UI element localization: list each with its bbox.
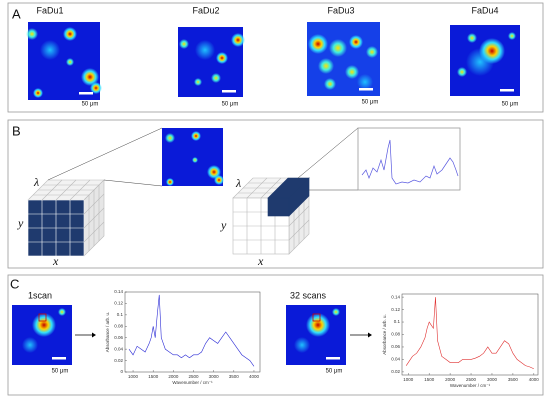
scale-label: 50 μm [222, 102, 239, 108]
connector [47, 127, 163, 187]
y-tick-label: 0.06 [391, 344, 400, 349]
y-tick-label: 0.1 [117, 312, 124, 317]
arrow [75, 332, 372, 338]
axis-label: x [52, 254, 59, 268]
spectrum-inset [357, 127, 461, 191]
x-tick-label: 1000 [403, 377, 414, 382]
heatmap [26, 22, 102, 100]
x-tick-label: 2000 [445, 377, 456, 382]
scale-label: 50 μm [326, 369, 343, 375]
y-tick-label: 0 [120, 369, 123, 374]
y-tick-label: 0.14 [391, 294, 400, 299]
scale-label: 50 μm [82, 102, 99, 108]
scale-label: 50 μm [52, 369, 69, 375]
scale-label: 50 μm [362, 100, 379, 106]
heatmap [307, 22, 380, 96]
spectrum-line [128, 294, 255, 367]
scan-title: 32 scans [290, 290, 327, 300]
plot-frame [124, 291, 261, 373]
axis-label: λ [235, 176, 241, 190]
x-tick-label: 1500 [148, 374, 159, 379]
heatmap [450, 25, 520, 96]
axis-label: λ [33, 175, 39, 189]
x-tick-label: 3000 [209, 374, 220, 379]
y-tick-label: 0.12 [391, 307, 400, 312]
x-tick-label: 4000 [529, 377, 540, 382]
y-tick-label: 0.02 [391, 369, 400, 374]
scale-label: 50 μm [502, 102, 519, 108]
y-tick-label: 0.12 [114, 301, 123, 306]
x-tick-label: 2500 [466, 377, 477, 382]
x-tick-label: 1500 [424, 377, 435, 382]
y-axis-label: Absorbance / arb. u. [105, 312, 110, 353]
image-title: FaDu1 [36, 5, 63, 15]
axis-label: x [257, 254, 264, 268]
data-cube [27, 179, 105, 257]
heatmap [286, 305, 346, 365]
x-tick-label: 2500 [188, 374, 199, 379]
axis-label: y [220, 218, 227, 232]
x-tick-label: 4000 [249, 374, 260, 379]
x-axis-label: Wavenumber / cm⁻¹ [172, 380, 213, 385]
image-title: FaDu4 [471, 5, 498, 15]
heatmap [178, 27, 245, 97]
scan-title: 1scan [28, 290, 52, 300]
y-tick-label: 0.1 [394, 319, 401, 324]
panel-frame [7, 2, 544, 113]
image-title: FaDu2 [192, 5, 219, 15]
heatmap [162, 128, 224, 186]
y-axis-label: Absorbance / arb. u. [382, 314, 387, 355]
y-tick-label: 0.04 [114, 346, 123, 351]
data-cube [232, 177, 310, 255]
panel-label: B [12, 123, 21, 138]
connector [297, 127, 359, 191]
y-tick-label: 0.14 [114, 289, 123, 294]
y-tick-label: 0.04 [391, 357, 400, 362]
x-axis-label: Wavenumber / cm⁻¹ [450, 383, 491, 388]
image-title: FaDu3 [327, 5, 354, 15]
x-tick-label: 3000 [487, 377, 498, 382]
y-tick-label: 0.08 [391, 332, 400, 337]
y-tick-label: 0.02 [114, 358, 123, 363]
x-tick-label: 3500 [229, 374, 240, 379]
heatmap [12, 305, 72, 365]
panel-label: C [10, 276, 19, 291]
panel-frame [7, 119, 544, 269]
y-tick-label: 0.08 [114, 323, 123, 328]
panel-frame [7, 274, 544, 396]
x-tick-label: 3500 [508, 377, 519, 382]
spectrum-line [405, 297, 534, 370]
plot-frame [401, 293, 539, 376]
x-tick-label: 1000 [128, 374, 139, 379]
axis-label: y [17, 216, 24, 230]
x-tick-label: 2000 [168, 374, 179, 379]
y-tick-label: 0.06 [114, 335, 123, 340]
panel-label: A [12, 6, 21, 21]
